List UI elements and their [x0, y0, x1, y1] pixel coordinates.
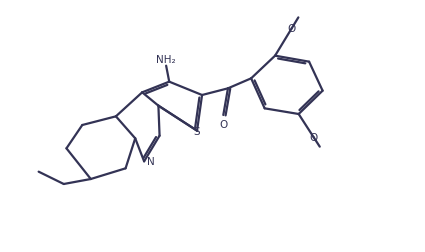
- Text: N: N: [147, 157, 155, 167]
- Text: S: S: [194, 126, 200, 136]
- Text: O: O: [288, 24, 296, 34]
- Text: O: O: [309, 133, 318, 143]
- Text: O: O: [219, 119, 227, 130]
- Text: NH₂: NH₂: [156, 54, 176, 65]
